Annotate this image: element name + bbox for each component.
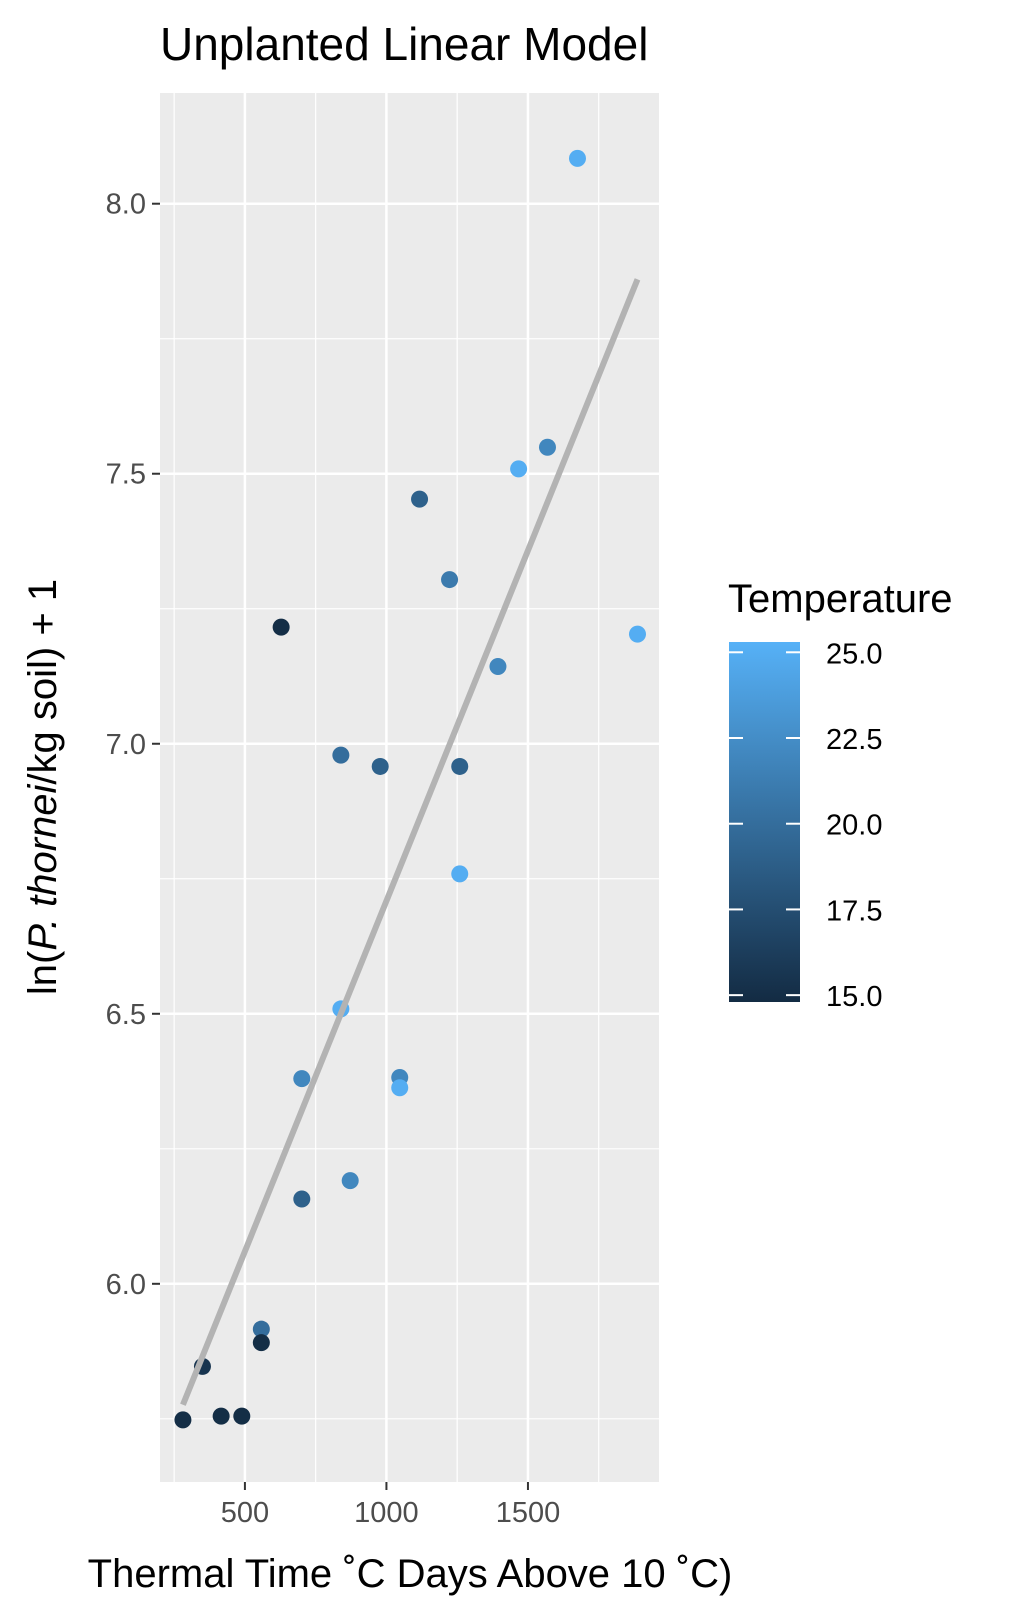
y-label-part: P. thornei bbox=[21, 783, 65, 950]
colorbar-label: 15.0 bbox=[826, 981, 882, 1013]
point bbox=[628, 625, 646, 643]
colorbar-label: 22.5 bbox=[826, 724, 882, 756]
chart-title: Unplanted Linear Model bbox=[160, 18, 648, 70]
point bbox=[451, 757, 469, 775]
y-tick-label: 6.0 bbox=[106, 1269, 146, 1301]
colorbar-label: 20.0 bbox=[826, 810, 882, 842]
x-tick-label: 500 bbox=[221, 1497, 269, 1529]
x-axis-label: Thermal Time ˚C Days Above 10 ˚C) bbox=[88, 1552, 733, 1596]
point bbox=[411, 490, 429, 508]
point bbox=[371, 757, 389, 775]
x-tick-label: 1500 bbox=[496, 1497, 561, 1529]
point bbox=[293, 1070, 311, 1088]
x-tick-label: 1000 bbox=[354, 1497, 419, 1529]
y-axis-label: ln(P. thornei/kg soil) + 1 bbox=[21, 579, 65, 995]
point bbox=[538, 438, 556, 456]
point bbox=[341, 1172, 359, 1190]
point bbox=[510, 460, 528, 478]
colorbar bbox=[729, 642, 800, 1002]
point bbox=[272, 618, 290, 636]
y-tick-label: 7.5 bbox=[106, 459, 146, 491]
y-tick-label: 7.0 bbox=[106, 729, 146, 761]
point bbox=[568, 149, 586, 167]
point bbox=[451, 865, 469, 883]
colorbar-label: 25.0 bbox=[826, 638, 882, 670]
point bbox=[252, 1320, 270, 1338]
point bbox=[212, 1407, 230, 1425]
point bbox=[233, 1407, 251, 1425]
point bbox=[441, 571, 459, 589]
y-label-part: ln( bbox=[21, 950, 65, 995]
y-label-part: /kg soil) + 1 bbox=[21, 579, 65, 785]
point bbox=[332, 746, 350, 764]
y-tick-label: 6.5 bbox=[106, 999, 146, 1031]
colorbar-label: 17.5 bbox=[826, 895, 882, 927]
point bbox=[391, 1079, 409, 1097]
legend-title: Temperature bbox=[728, 577, 953, 621]
y-tick-label: 8.0 bbox=[106, 189, 146, 221]
point bbox=[489, 658, 507, 676]
fit-line bbox=[180, 278, 641, 1406]
point bbox=[252, 1334, 270, 1352]
point bbox=[293, 1190, 311, 1208]
point bbox=[174, 1411, 192, 1429]
